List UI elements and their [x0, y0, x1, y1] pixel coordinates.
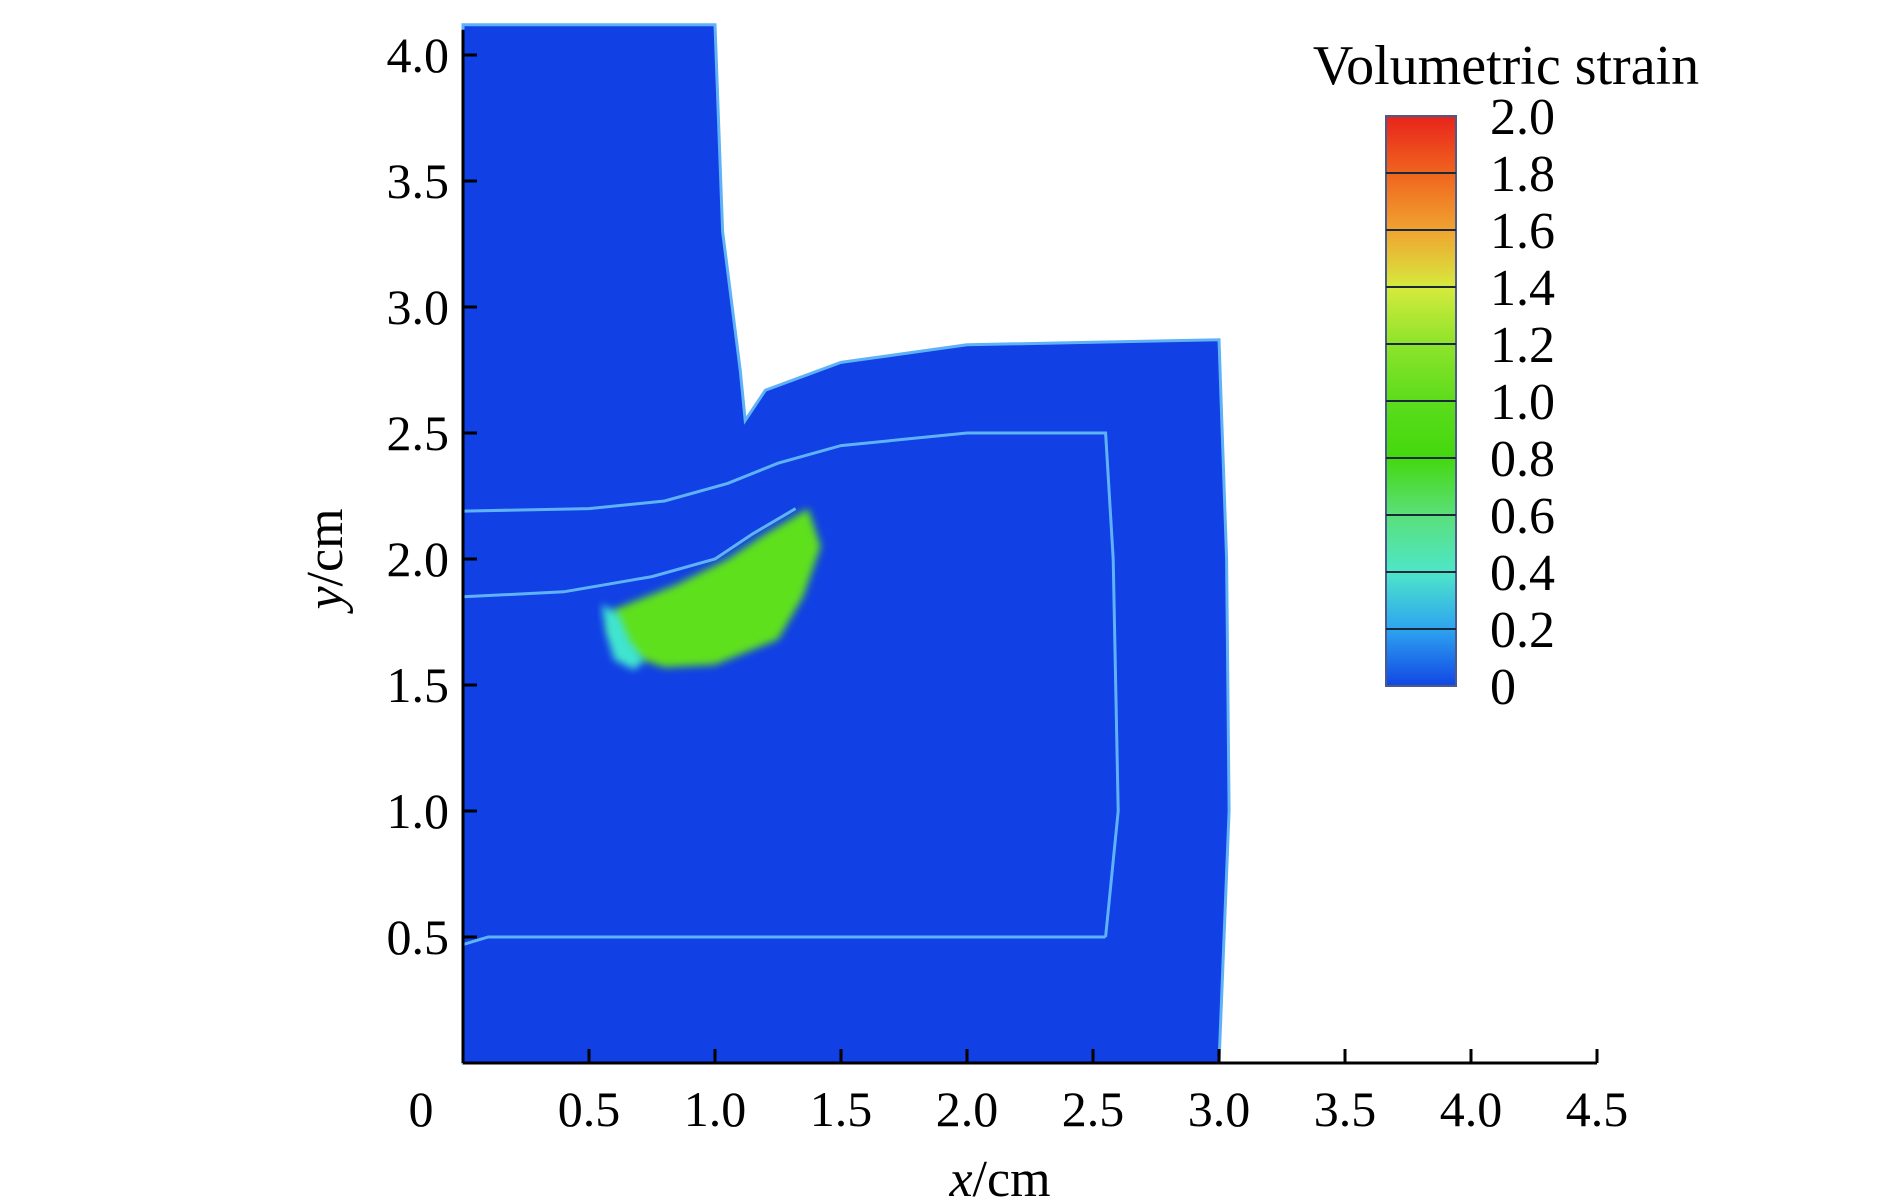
colorbar-label: 0.8 [1490, 431, 1555, 488]
colorbar-legend: Volumetric strain 2.01.81.61.41.21.00.80… [1313, 35, 1699, 716]
y-axis-ticks: 0.5 1.0 1.5 2.0 2.5 3.0 3.5 4.0 [387, 27, 477, 965]
colorbar-label: 0.4 [1490, 545, 1555, 602]
deformed-domain-fill [461, 23, 1231, 1065]
y-tick-label: 4.0 [387, 27, 450, 83]
strain-regions [601, 508, 821, 670]
colorbar-level-labels: 2.01.81.61.41.21.00.80.60.40.20 [1490, 89, 1555, 716]
y-tick-label: 3.0 [387, 279, 450, 335]
colorbar-label: 1.4 [1490, 260, 1555, 317]
x-tick-label: 1.0 [684, 1081, 747, 1137]
x-tick-label: 4.0 [1440, 1081, 1503, 1137]
colorbar-label: 0 [1490, 659, 1516, 716]
x-axis-variable: x [948, 1151, 972, 1203]
y-tick-label: 1.5 [387, 657, 450, 713]
axes: 0 0.5 1.0 1.5 2.0 2.5 3.0 3.5 4.0 4.5 0.5 1.0 1.5 2.… [387, 27, 1629, 1137]
colorbar-label: 2.0 [1490, 89, 1555, 146]
material-boundaries [462, 431, 1120, 947]
y-axis-variable: y [297, 586, 354, 615]
colorbar-title: Volumetric strain [1313, 35, 1699, 97]
y-tick-label: 0.5 [387, 909, 450, 965]
colorbar-label: 0.6 [1490, 488, 1555, 545]
strain-region-0 [609, 508, 821, 668]
plot-area [461, 23, 1231, 1065]
material-boundary-lower [462, 507, 797, 599]
colorbar-label: 1.2 [1490, 317, 1555, 374]
x-tick-label: 4.5 [1566, 1081, 1629, 1137]
y-tick-label: 2.5 [387, 405, 450, 461]
y-tick-label: 1.0 [387, 783, 450, 839]
x-tick-label: 3.5 [1314, 1081, 1377, 1137]
x-tick-label: 1.5 [810, 1081, 873, 1137]
material-boundary-upper [462, 431, 1120, 938]
y-axis-unit: /cm [297, 508, 354, 586]
x-axis-unit: /cm [973, 1151, 1051, 1203]
colorbar-label: 1.0 [1490, 374, 1555, 431]
x-axis-ticks: 0 0.5 1.0 1.5 2.0 2.5 3.0 3.5 4.0 4.5 [409, 1049, 1629, 1137]
y-tick-label: 2.0 [387, 531, 450, 587]
x-tick-label: 3.0 [1188, 1081, 1251, 1137]
material-boundary-bottom [462, 935, 1106, 947]
strain-region-1 [601, 604, 645, 670]
colorbar-label: 0.2 [1490, 602, 1555, 659]
colorbar-level-lines [1386, 172, 1456, 630]
colorbar-label: 1.6 [1490, 203, 1555, 260]
x-tick-label: 2.0 [936, 1081, 999, 1137]
x-tick-label: 0.5 [558, 1081, 621, 1137]
x-axis-title: x/cm [948, 1151, 1050, 1203]
x-tick-label: 0 [409, 1081, 434, 1137]
y-tick-label: 3.5 [387, 153, 450, 209]
colorbar-label: 1.8 [1490, 146, 1555, 203]
y-axis-title: y/cm [297, 508, 354, 614]
x-tick-label: 2.5 [1062, 1081, 1125, 1137]
